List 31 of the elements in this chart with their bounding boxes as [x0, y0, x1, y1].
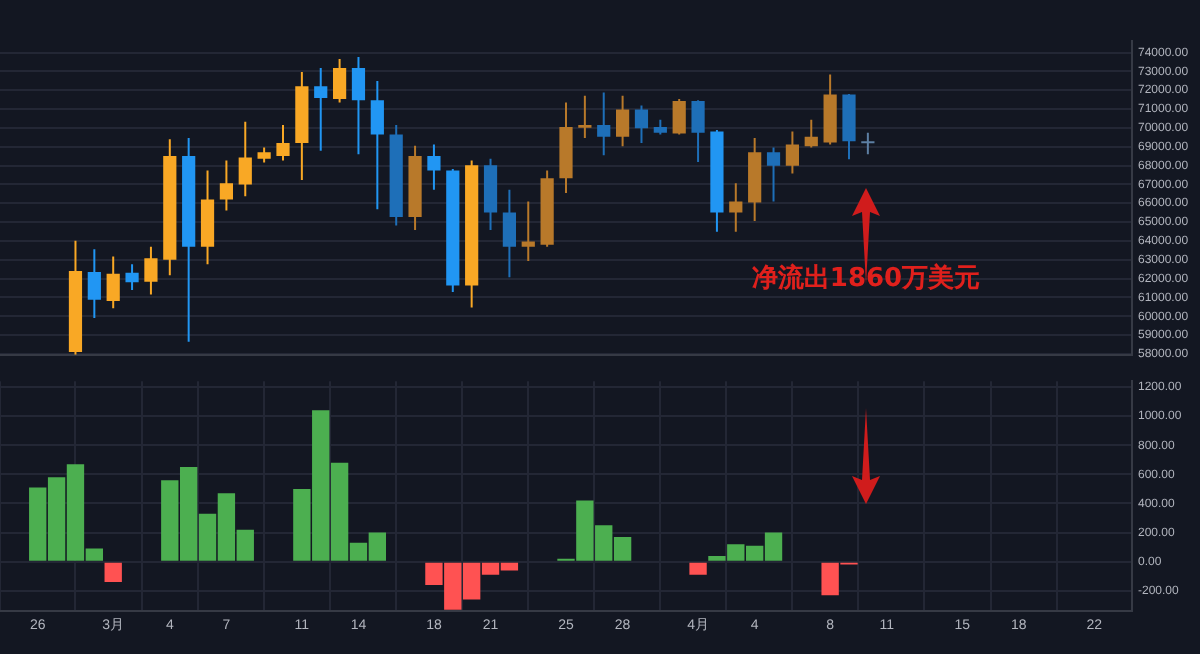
candlestick — [785, 130, 799, 175]
candlestick — [691, 99, 705, 163]
candlestick — [219, 159, 233, 212]
candlestick — [370, 79, 384, 211]
candlestick — [314, 66, 328, 152]
candlestick — [521, 200, 535, 262]
candlestick — [125, 263, 139, 292]
candlestick — [842, 92, 856, 161]
candlestick — [238, 120, 252, 198]
candlestick — [502, 188, 516, 279]
candlestick — [427, 143, 441, 191]
candlestick — [578, 94, 592, 140]
candlestick — [351, 56, 366, 156]
annotation: 净流出1860万美元 — [751, 261, 981, 294]
candlestick — [87, 248, 101, 320]
candlestick — [483, 157, 498, 231]
candlestick — [804, 118, 818, 149]
candlestick — [333, 57, 347, 104]
bar — [689, 562, 707, 575]
candlestick — [729, 182, 743, 233]
candlestick — [200, 169, 215, 266]
candlestick — [276, 124, 290, 162]
candlestick — [861, 131, 875, 156]
bar — [104, 562, 122, 583]
candlestick — [634, 104, 649, 145]
candlestick — [766, 146, 781, 203]
candlestick — [616, 94, 630, 148]
candlestick — [597, 91, 611, 157]
candlestick — [144, 245, 158, 296]
candlestick — [106, 255, 120, 310]
candlestick — [672, 98, 686, 136]
